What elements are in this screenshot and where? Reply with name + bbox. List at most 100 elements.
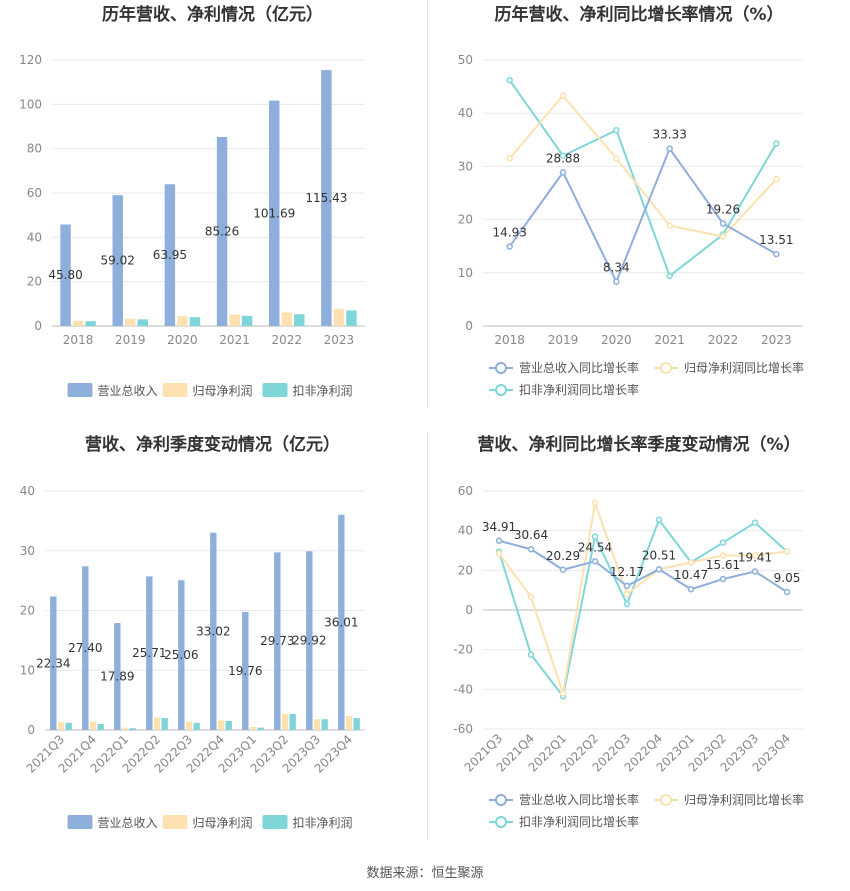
bar-net-profit — [333, 308, 345, 326]
y-tick-label: 20 — [458, 213, 473, 227]
bar-deducted-profit — [65, 722, 72, 730]
bar-value-label: 29.92 — [292, 634, 326, 648]
series-point — [623, 582, 631, 590]
bar-revenue — [306, 551, 313, 730]
y-tick-label: 0 — [27, 723, 35, 737]
legend-label: 归母净利润 — [193, 816, 253, 830]
legend-label: 扣非净利润 — [293, 816, 353, 830]
bar-revenue — [216, 137, 228, 326]
bar-value-label: 63.95 — [153, 248, 187, 262]
bar-net-profit — [281, 312, 292, 326]
legend-swatch — [162, 815, 188, 829]
bar-deducted-profit — [225, 721, 232, 730]
chart-title: 历年营收、净利同比增长率情况（%） — [494, 4, 783, 25]
bar-deducted-profit — [161, 718, 168, 730]
y-tick-label: 40 — [20, 484, 35, 498]
x-tick-label: 2023 — [761, 333, 792, 347]
point-value-label: 20.29 — [546, 549, 580, 563]
bar-deducted-profit — [294, 314, 305, 326]
y-tick-label: 20 — [458, 563, 473, 577]
bar-revenue — [210, 532, 217, 730]
series-point — [719, 575, 727, 583]
bar-revenue — [146, 576, 153, 730]
x-tick-label: 2019 — [548, 333, 579, 347]
series-point — [773, 140, 780, 147]
point-value-label: 30.64 — [514, 528, 548, 542]
point-value-label: 12.17 — [610, 565, 644, 579]
series-point — [719, 539, 727, 546]
legend-label: 营业总收入同比增长率 — [519, 360, 639, 375]
bar-net-profit — [249, 727, 257, 730]
quarterly-revenue-profit-svg: 营收、净利季度变动情况（亿元）0102030402021Q32021Q42022… — [20, 434, 365, 830]
legend-swatch — [162, 383, 188, 397]
series-point — [783, 588, 791, 596]
point-value-label: 24.54 — [578, 540, 612, 554]
series-line-revenue — [508, 146, 777, 285]
series-point — [559, 566, 567, 574]
x-tick-label: 2019 — [115, 333, 146, 347]
bar-value-label: 85.26 — [205, 225, 239, 239]
legend-label: 扣非净利润同比增长率 — [519, 814, 639, 829]
bar-deducted-profit — [137, 319, 148, 326]
point-value-label: 19.26 — [706, 203, 740, 217]
bar-revenue — [112, 195, 123, 326]
bar-value-label: 25.71 — [132, 646, 166, 660]
series-point — [666, 272, 673, 280]
y-tick-label: 100 — [19, 97, 42, 111]
legend-marker — [495, 384, 507, 396]
series-point — [666, 145, 673, 152]
bar-deducted-profit — [353, 718, 360, 730]
x-tick-label: 2020 — [167, 333, 198, 347]
bar-deducted-profit — [129, 728, 136, 730]
series-line-revenue — [498, 539, 788, 593]
bar-net-profit — [89, 721, 97, 730]
y-tick-label: 60 — [27, 186, 42, 200]
y-tick-label: 10 — [20, 663, 35, 677]
chart-title: 营收、净利季度变动情况（亿元） — [85, 434, 340, 455]
y-tick-label: 0 — [34, 319, 42, 333]
series-point — [559, 169, 567, 176]
legend-label: 营业总收入 — [98, 384, 158, 398]
series-point — [687, 559, 695, 566]
bar-net-profit — [57, 722, 65, 730]
bar-net-profit — [229, 314, 240, 326]
bar-value-label: 101.69 — [253, 206, 295, 220]
series-point — [559, 690, 567, 697]
y-tick-label: 30 — [20, 544, 35, 558]
legend-label: 归母净利润同比增长率 — [684, 792, 804, 807]
bar-net-profit — [177, 316, 188, 326]
series-point — [506, 155, 513, 162]
y-tick-label: 120 — [19, 53, 42, 67]
x-tick-label: 2021 — [219, 333, 250, 347]
point-value-label: 33.33 — [652, 128, 686, 142]
legend-label: 营业总收入 — [98, 816, 158, 830]
bar-value-label: 27.40 — [68, 641, 102, 655]
series-point — [613, 126, 620, 134]
series-point — [613, 155, 620, 162]
series-point — [666, 222, 673, 229]
point-value-label: 14.93 — [492, 226, 526, 240]
bar-value-label: 33.02 — [196, 624, 230, 638]
y-tick-label: 0 — [465, 603, 473, 617]
series-point — [623, 590, 631, 598]
panel-divider-bottom — [427, 432, 428, 840]
series-point — [751, 568, 759, 575]
y-tick-label: 40 — [27, 230, 42, 244]
point-value-label: 20.51 — [642, 548, 676, 562]
chart-title: 营收、净利同比增长率季度变动情况（%） — [477, 434, 800, 455]
bar-revenue — [274, 552, 281, 730]
bar-revenue — [338, 514, 345, 730]
x-tick-label: 2018 — [494, 333, 525, 347]
point-value-label: 8.34 — [603, 261, 630, 275]
series-point — [783, 548, 791, 555]
series-point — [719, 233, 727, 240]
bar-revenue — [178, 580, 185, 730]
series-point — [687, 585, 695, 593]
series-point — [527, 651, 535, 658]
bar-revenue — [164, 184, 176, 326]
y-tick-label: 60 — [458, 484, 473, 498]
point-value-label: 19.41 — [738, 551, 772, 565]
data-source-note: 数据来源：恒生聚源 — [366, 866, 484, 881]
point-value-label: 15.61 — [706, 558, 740, 572]
bar-deducted-profit — [257, 727, 264, 730]
